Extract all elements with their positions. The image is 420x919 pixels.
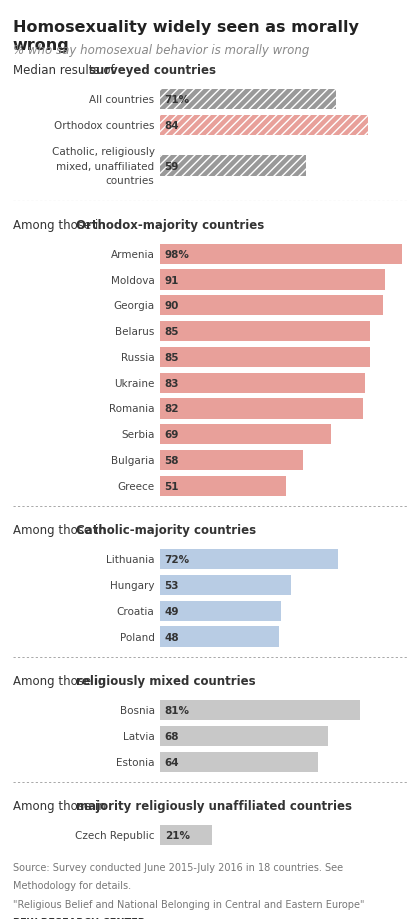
- Text: Methodology for details.: Methodology for details.: [13, 880, 131, 891]
- Text: 90: 90: [165, 301, 179, 311]
- Text: 68: 68: [165, 732, 179, 741]
- Text: Greece: Greece: [118, 482, 155, 491]
- Text: mixed, unaffiliated: mixed, unaffiliated: [56, 162, 155, 171]
- Text: Lithuania: Lithuania: [106, 555, 155, 564]
- Text: 85: 85: [165, 327, 179, 336]
- Text: Armenia: Armenia: [111, 250, 155, 259]
- Text: Georgia: Georgia: [113, 301, 155, 311]
- Text: PEW RESEARCH CENTER: PEW RESEARCH CENTER: [13, 917, 145, 919]
- Text: 85: 85: [165, 353, 179, 362]
- Text: Orthodox-majority countries: Orthodox-majority countries: [76, 219, 265, 232]
- Text: Among those in: Among those in: [13, 675, 109, 687]
- Text: Catholic-majority countries: Catholic-majority countries: [76, 524, 257, 537]
- Text: countries: countries: [106, 176, 155, 186]
- Text: 91: 91: [165, 276, 179, 285]
- Text: 21%: 21%: [165, 831, 190, 840]
- Text: 98%: 98%: [165, 250, 189, 259]
- Text: surveyed countries: surveyed countries: [89, 64, 216, 77]
- Text: Serbia: Serbia: [121, 430, 155, 439]
- Text: 84: 84: [165, 121, 179, 130]
- Text: Homosexuality widely seen as morally wrong: Homosexuality widely seen as morally wro…: [13, 20, 359, 52]
- Text: All countries: All countries: [89, 96, 155, 105]
- Text: 72%: 72%: [165, 555, 190, 564]
- Text: 53: 53: [165, 581, 179, 590]
- Text: majority religiously unaffiliated countries: majority religiously unaffiliated countr…: [76, 800, 352, 812]
- Text: 83: 83: [165, 379, 179, 388]
- Text: 51: 51: [165, 482, 179, 491]
- Text: Median results of: Median results of: [13, 64, 118, 77]
- Text: Ukraine: Ukraine: [114, 379, 155, 388]
- Text: Bosnia: Bosnia: [120, 706, 155, 715]
- Text: Bulgaria: Bulgaria: [111, 456, 155, 465]
- Text: Among those in: Among those in: [13, 800, 109, 812]
- Text: Russia: Russia: [121, 353, 155, 362]
- Text: 58: 58: [165, 456, 179, 465]
- Text: % who say homosexual behavior is morally wrong: % who say homosexual behavior is morally…: [13, 44, 309, 57]
- Text: Catholic, religiously: Catholic, religiously: [52, 147, 155, 156]
- Text: Hungary: Hungary: [110, 581, 155, 590]
- Text: Belarus: Belarus: [115, 327, 155, 336]
- Text: Latvia: Latvia: [123, 732, 155, 741]
- Text: 64: 64: [165, 757, 179, 766]
- Text: 82: 82: [165, 404, 179, 414]
- Text: 48: 48: [165, 632, 179, 641]
- Text: religiously mixed countries: religiously mixed countries: [76, 675, 256, 687]
- Text: "Religious Belief and National Belonging in Central and Eastern Europe": "Religious Belief and National Belonging…: [13, 899, 364, 909]
- Text: 81%: 81%: [165, 706, 190, 715]
- Text: Source: Survey conducted June 2015-July 2016 in 18 countries. See: Source: Survey conducted June 2015-July …: [13, 862, 343, 872]
- Text: Estonia: Estonia: [116, 757, 155, 766]
- Text: Romania: Romania: [109, 404, 155, 414]
- Text: 71%: 71%: [165, 96, 190, 105]
- Text: Poland: Poland: [120, 632, 155, 641]
- Text: Moldova: Moldova: [111, 276, 155, 285]
- Text: 69: 69: [165, 430, 179, 439]
- Text: Croatia: Croatia: [117, 607, 155, 616]
- Text: Among those in: Among those in: [13, 524, 109, 537]
- Text: 49: 49: [165, 607, 179, 616]
- Text: Czech Republic: Czech Republic: [75, 831, 155, 840]
- Text: Orthodox countries: Orthodox countries: [54, 121, 155, 130]
- Text: 59: 59: [165, 162, 179, 171]
- Text: Among those in: Among those in: [13, 219, 109, 232]
